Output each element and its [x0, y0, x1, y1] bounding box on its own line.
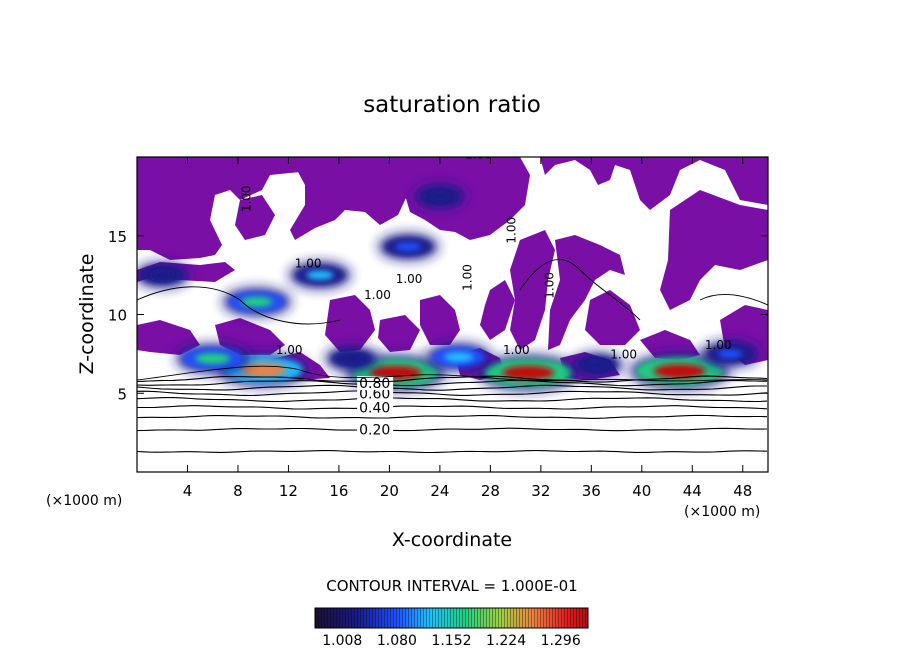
contour-lines: 0.20 0.400.600.80	[137, 259, 768, 454]
supersaturation-core	[395, 242, 422, 252]
x-tick-label: 12	[279, 482, 298, 500]
y-tick-label: 15	[108, 228, 127, 246]
colorbar-tick-label: 1.080	[377, 633, 417, 649]
contour-line	[137, 379, 767, 387]
contour-label-bg	[357, 422, 394, 437]
supersaturation-core	[653, 364, 706, 379]
supersaturation-core	[306, 270, 334, 280]
contour-label-1-00: 1.00	[542, 272, 556, 299]
contour-edge	[137, 286, 341, 325]
supersaturation-core	[717, 349, 743, 359]
contour-edge	[137, 365, 768, 382]
supersaturation-core	[150, 271, 174, 280]
contour-edge	[699, 294, 768, 306]
supersaturation-core	[241, 296, 273, 307]
colorbar-ticks: 1.008 1.080 1.152 1.224 1.296	[322, 633, 581, 649]
contour-label-1-00: 1.00	[705, 338, 732, 352]
x-tick-label: 16	[329, 482, 348, 500]
colorbar-tick-label: 1.152	[431, 633, 471, 649]
supersaturation-core	[587, 361, 608, 369]
contour-label-1-00: 1.00	[503, 343, 530, 357]
x-axis-ticks: 4 8 12 16 20 24 28 32 36 40 44 48	[183, 157, 752, 500]
contour-label-1-00: 1.00	[295, 256, 322, 270]
x-tick-label: 44	[683, 482, 702, 500]
x-unit-left: (×1000 m)	[46, 493, 122, 509]
colorbar-tick-label: 1.008	[322, 633, 362, 649]
contour-line	[137, 405, 768, 410]
contour-line	[137, 397, 768, 403]
chart-title: saturation ratio	[363, 92, 541, 118]
colorbar-tick-label: 1.224	[486, 633, 526, 649]
contour-label-1-00: 1.00	[396, 272, 423, 286]
contour-label: 0.80	[359, 376, 390, 392]
x-tick-label: 24	[430, 482, 449, 500]
contour-labels-1-00: 1.00 1.00 1.00 1.00 1.00 1.00 1.00 1.00 1.00 1.00…	[240, 148, 732, 362]
contour-label-1-00: 1.00	[465, 148, 492, 162]
contour-line	[137, 427, 768, 432]
supersaturation-core	[340, 354, 363, 363]
x-axis-label: X-coordinate	[392, 529, 512, 551]
x-tick-label: 36	[582, 482, 601, 500]
contour-line	[137, 414, 768, 419]
contour-label-1-00: 1.00	[460, 264, 474, 291]
colorbar-tick-label: 1.296	[541, 633, 581, 649]
x-tick-label: 32	[531, 482, 550, 500]
supersaturation-core	[502, 365, 555, 380]
x-tick-label: 20	[380, 482, 399, 500]
contour-label: 0.60	[359, 386, 390, 402]
supersaturation-core	[195, 353, 231, 364]
contour-label-1-00: 1.00	[276, 343, 303, 357]
contour-label: 0.40	[359, 400, 390, 416]
x-tick-label: 8	[233, 482, 243, 500]
contour-label-1-00: 1.00	[364, 288, 391, 302]
contour-edge	[519, 259, 641, 321]
x-unit-right: (×1000 m)	[684, 504, 760, 520]
contour-label-bg	[357, 376, 394, 391]
contour-line	[137, 390, 768, 397]
contour-label-bg	[357, 400, 394, 415]
contour-label-1-00: 1.00	[240, 185, 254, 212]
supersaturation-core	[444, 352, 474, 362]
contour-line	[137, 375, 768, 383]
y-axis-label: Z-coordinate	[76, 254, 98, 375]
x-tick-label: 28	[481, 482, 500, 500]
plot-area: 0.200.400.600.80 1.001.001.001.001.001.0…	[137, 148, 768, 472]
x-tick-label: 48	[733, 482, 752, 500]
contour-interval-text: CONTOUR INTERVAL = 1.000E-01	[326, 577, 577, 595]
x-tick-label: 40	[632, 482, 651, 500]
y-axis-ticks: 5 10 15	[108, 228, 768, 403]
colorbar-stripes	[315, 608, 588, 628]
contour-label: 0.20	[359, 422, 390, 438]
x-tick-label: 4	[183, 482, 193, 500]
contour-line	[137, 450, 768, 454]
contour-label-1-00: 1.00	[505, 217, 519, 244]
contour-label-1-00: 1.00	[610, 348, 637, 362]
contour-line	[137, 384, 767, 391]
y-tick-label: 5	[117, 385, 127, 403]
supersaturation-core	[429, 192, 451, 201]
supersaturation-core	[240, 363, 287, 377]
y-tick-label: 10	[108, 307, 127, 325]
